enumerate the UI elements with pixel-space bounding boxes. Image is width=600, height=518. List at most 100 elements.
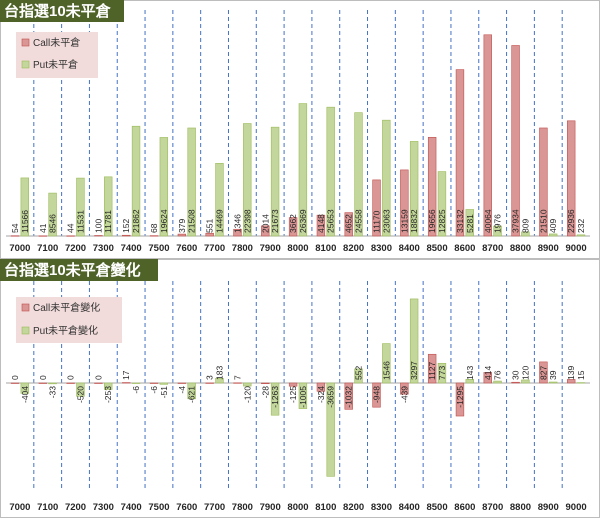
call-value-label-9000: 22936 xyxy=(566,209,576,233)
x-tick-label-8600: 8600 xyxy=(454,243,475,254)
bars xyxy=(10,298,586,477)
legend-call-label: Call未平倉 xyxy=(33,36,80,49)
put-value-label-7100: -33 xyxy=(48,386,58,399)
call-value-label-8500: 19656 xyxy=(427,209,437,233)
put-bar-8800 xyxy=(521,231,530,237)
call-bar-8700 xyxy=(483,372,492,384)
call-bar-8700 xyxy=(483,34,492,237)
put-value-label-7400: 21862 xyxy=(131,209,141,233)
x-tick-label-7200: 7200 xyxy=(65,243,86,254)
put-value-label-8300: 23063 xyxy=(381,209,391,233)
put-bar-8800 xyxy=(521,379,530,384)
call-value-label-7100: 0 xyxy=(38,375,48,380)
put-bar-7400 xyxy=(131,382,141,384)
call-bar-8100 xyxy=(316,382,326,392)
x-tick-label-7000: 7000 xyxy=(9,502,30,513)
put-bar-7100 xyxy=(48,192,57,237)
put-bar-8300 xyxy=(382,119,391,237)
x-tick-label-8400: 8400 xyxy=(399,243,420,254)
put-bar-8100 xyxy=(326,106,335,237)
call-bar-8400 xyxy=(400,382,409,395)
put-bar-7300 xyxy=(104,176,113,237)
call-bar-8000 xyxy=(288,217,298,237)
x-tick-label-7600: 7600 xyxy=(176,243,197,254)
x-tick-label-8900: 8900 xyxy=(538,502,559,513)
legend-put-label: Put未平倉變化 xyxy=(33,324,98,337)
call-bar-8400 xyxy=(400,169,409,237)
x-tick-label-8600: 8600 xyxy=(454,502,475,513)
put-value-label-8000: 26369 xyxy=(298,209,308,233)
x-tick-label-9000: 9000 xyxy=(566,502,587,513)
call-value-label-7700: 3 xyxy=(205,375,215,380)
open-interest-chart: 54 11566 41 8546 44 11531 100 11781 152 21862 68 19… xyxy=(0,0,600,259)
put-bar-8700 xyxy=(493,225,502,237)
call-bar-7400 xyxy=(122,234,131,237)
put-bar-7600 xyxy=(187,127,196,237)
put-bar-7500 xyxy=(159,382,169,385)
x-tick-label-7700: 7700 xyxy=(204,502,225,513)
call-value-label-7400: 17 xyxy=(121,370,131,380)
x-tick-labels: 7000 7100 7200 7300 7400 7500 7600 7700 7800 7900… xyxy=(9,502,586,513)
call-bar-9000 xyxy=(567,120,576,237)
x-tick-label-7600: 7600 xyxy=(176,502,197,513)
call-bar-8300 xyxy=(372,179,381,237)
put-bar-8500 xyxy=(437,171,447,237)
call-value-label-7100: 41 xyxy=(38,223,48,233)
put-bar-7900 xyxy=(270,382,280,416)
put-bar-7700 xyxy=(215,163,224,237)
x-tick-label-8000: 8000 xyxy=(287,243,308,254)
put-value-label-8100: -3659 xyxy=(326,386,336,408)
call-value-label-8800: 37934 xyxy=(511,209,521,233)
call-bar-7900 xyxy=(261,382,270,385)
x-tick-label-8900: 8900 xyxy=(538,243,559,254)
call-value-label-8700: 414 xyxy=(483,366,493,380)
put-value-label-8000: -1005 xyxy=(298,386,308,408)
call-bar-7100 xyxy=(38,382,48,384)
put-bar-8900 xyxy=(548,233,558,237)
call-value-label-7000: 54 xyxy=(10,223,20,233)
put-bar-7900 xyxy=(270,126,280,237)
x-tick-label-8800: 8800 xyxy=(510,502,531,513)
put-bar-8900 xyxy=(548,381,558,384)
put-value-label-7400: -6 xyxy=(131,386,141,394)
call-bar-7000 xyxy=(10,235,20,237)
put-value-label-7100: 8546 xyxy=(48,214,58,233)
call-value-label-8600: 33132 xyxy=(455,209,465,233)
put-value-label-8400: 3297 xyxy=(409,361,419,380)
put-value-label-7600: -621 xyxy=(187,386,197,403)
call-value-label-8000: -125 xyxy=(288,386,298,403)
x-tick-label-7800: 7800 xyxy=(232,502,253,513)
x-tick-label-7700: 7700 xyxy=(204,243,225,254)
x-tick-label-8400: 8400 xyxy=(399,502,420,513)
legend xyxy=(16,32,98,78)
call-value-label-8100: 4148 xyxy=(316,214,326,233)
call-value-label-7300: 100 xyxy=(93,219,103,233)
put-value-label-7800: 22398 xyxy=(242,209,252,233)
put-value-label-9000: 232 xyxy=(576,219,586,233)
put-bar-8100 xyxy=(326,382,335,477)
x-tick-label-8300: 8300 xyxy=(371,502,392,513)
put-value-label-8900: 409 xyxy=(548,219,558,233)
put-bar-8400 xyxy=(409,141,419,237)
put-bar-9000 xyxy=(576,382,586,384)
call-value-label-8400: -439 xyxy=(399,386,409,403)
call-value-label-7700: 551 xyxy=(205,219,215,233)
call-value-label-8300: 11170 xyxy=(372,210,382,233)
put-value-label-8500: 12825 xyxy=(437,209,447,233)
call-value-label-8800: 30 xyxy=(511,370,521,380)
call-value-label-7800: 7 xyxy=(232,375,242,380)
x-tick-label-7800: 7800 xyxy=(232,243,253,254)
put-value-label-7600: 21508 xyxy=(187,209,197,233)
put-bar-7000 xyxy=(20,382,29,394)
put-bar-8000 xyxy=(298,103,308,237)
call-bar-7800 xyxy=(233,228,242,237)
put-value-label-7200: -520 xyxy=(75,386,85,403)
call-bar-7300 xyxy=(94,382,103,384)
x-tick-label-7900: 7900 xyxy=(260,502,281,513)
legend-put-swatch xyxy=(21,60,30,69)
call-bar-7700 xyxy=(205,232,214,237)
x-tick-labels: 7000 7100 7200 7300 7400 7500 7600 7700 7800 7900… xyxy=(9,243,586,254)
put-bar-7400 xyxy=(131,125,141,237)
call-value-label-7200: 0 xyxy=(66,375,76,380)
put-value-label-7800: -120 xyxy=(242,386,252,403)
